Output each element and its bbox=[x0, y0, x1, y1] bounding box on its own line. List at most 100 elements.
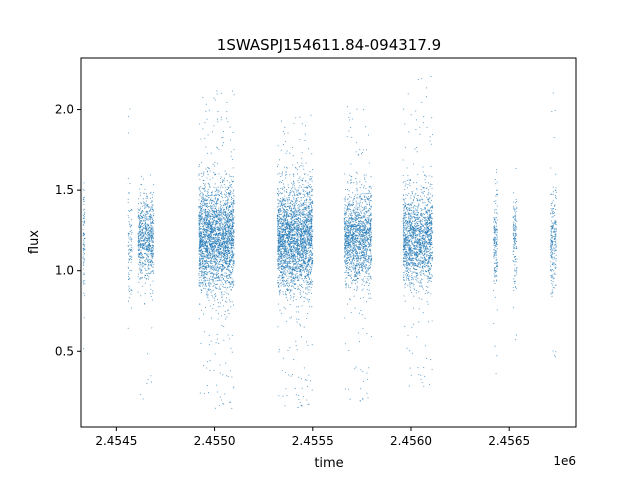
data-point bbox=[208, 288, 210, 290]
data-point bbox=[227, 237, 229, 239]
data-point bbox=[151, 222, 153, 224]
data-point bbox=[206, 245, 208, 247]
data-point bbox=[231, 181, 233, 183]
data-point bbox=[229, 228, 231, 230]
data-point bbox=[225, 222, 227, 224]
data-point bbox=[296, 173, 299, 175]
data-point bbox=[214, 293, 216, 296]
data-point bbox=[220, 185, 222, 187]
data-point bbox=[229, 231, 231, 233]
data-point bbox=[288, 195, 290, 197]
data-point bbox=[217, 191, 219, 193]
data-point bbox=[229, 189, 231, 191]
data-point bbox=[301, 230, 303, 232]
data-point bbox=[206, 261, 208, 263]
data-point bbox=[148, 273, 150, 275]
data-point bbox=[218, 280, 220, 282]
data-point bbox=[228, 174, 230, 176]
data-point bbox=[202, 233, 204, 235]
data-point bbox=[226, 280, 229, 282]
data-point bbox=[199, 186, 201, 188]
data-point bbox=[215, 280, 217, 282]
data-point bbox=[309, 184, 311, 186]
data-point bbox=[299, 166, 301, 168]
data-point bbox=[214, 245, 217, 247]
data-point bbox=[145, 218, 147, 220]
data-point bbox=[201, 192, 203, 194]
data-point bbox=[144, 221, 147, 223]
data-point bbox=[282, 217, 285, 219]
data-point bbox=[225, 318, 227, 320]
data-point bbox=[138, 247, 140, 249]
data-point bbox=[208, 220, 211, 223]
data-point bbox=[216, 298, 219, 300]
data-point bbox=[202, 203, 204, 205]
data-point bbox=[229, 240, 231, 242]
data-point bbox=[219, 275, 221, 277]
data-point bbox=[232, 279, 234, 281]
data-point bbox=[283, 190, 285, 192]
data-point bbox=[232, 202, 234, 204]
data-point bbox=[152, 269, 154, 272]
data-point bbox=[202, 128, 204, 130]
data-point bbox=[229, 401, 231, 403]
data-point bbox=[202, 285, 204, 287]
data-point bbox=[199, 194, 201, 196]
data-point bbox=[293, 197, 295, 199]
data-point bbox=[131, 231, 133, 234]
data-point bbox=[286, 150, 288, 152]
data-point bbox=[198, 229, 200, 231]
data-point bbox=[222, 262, 224, 264]
data-point bbox=[304, 260, 306, 263]
data-point bbox=[233, 241, 235, 243]
data-point bbox=[83, 197, 85, 199]
data-point bbox=[303, 236, 305, 238]
data-point bbox=[224, 263, 227, 265]
data-point bbox=[207, 227, 210, 229]
data-point bbox=[82, 283, 85, 285]
data-point bbox=[223, 326, 225, 328]
data-point bbox=[138, 218, 140, 220]
data-point bbox=[149, 253, 151, 255]
data-point bbox=[147, 261, 149, 263]
data-point bbox=[282, 253, 284, 256]
data-point bbox=[282, 227, 284, 229]
data-point bbox=[211, 216, 213, 218]
data-point bbox=[198, 199, 200, 201]
data-point bbox=[201, 270, 203, 273]
data-point bbox=[281, 231, 283, 233]
data-point bbox=[299, 192, 301, 194]
data-point bbox=[232, 262, 235, 264]
data-point bbox=[205, 271, 207, 273]
data-point bbox=[146, 204, 148, 206]
data-point bbox=[139, 194, 141, 196]
data-point bbox=[306, 298, 308, 300]
data-point bbox=[204, 262, 206, 264]
data-point bbox=[306, 288, 308, 290]
data-point bbox=[212, 275, 214, 277]
data-point bbox=[230, 347, 232, 349]
data-point bbox=[232, 285, 234, 287]
data-point bbox=[223, 211, 225, 213]
data-point bbox=[294, 248, 296, 250]
data-point bbox=[140, 217, 142, 220]
data-point bbox=[296, 275, 298, 277]
data-point bbox=[140, 203, 142, 205]
data-point bbox=[213, 195, 215, 197]
data-point bbox=[225, 362, 227, 364]
data-point bbox=[232, 217, 234, 219]
data-point bbox=[150, 221, 153, 223]
data-point bbox=[151, 194, 153, 196]
data-point bbox=[302, 222, 304, 224]
data-point bbox=[146, 195, 149, 197]
data-point bbox=[142, 247, 144, 249]
data-point bbox=[214, 203, 216, 205]
data-point bbox=[144, 274, 146, 276]
data-point bbox=[293, 122, 295, 125]
data-point bbox=[214, 254, 216, 256]
data-point bbox=[146, 241, 148, 243]
data-point bbox=[222, 200, 224, 202]
data-point bbox=[295, 235, 297, 237]
data-point bbox=[231, 187, 233, 189]
data-point bbox=[198, 223, 200, 225]
